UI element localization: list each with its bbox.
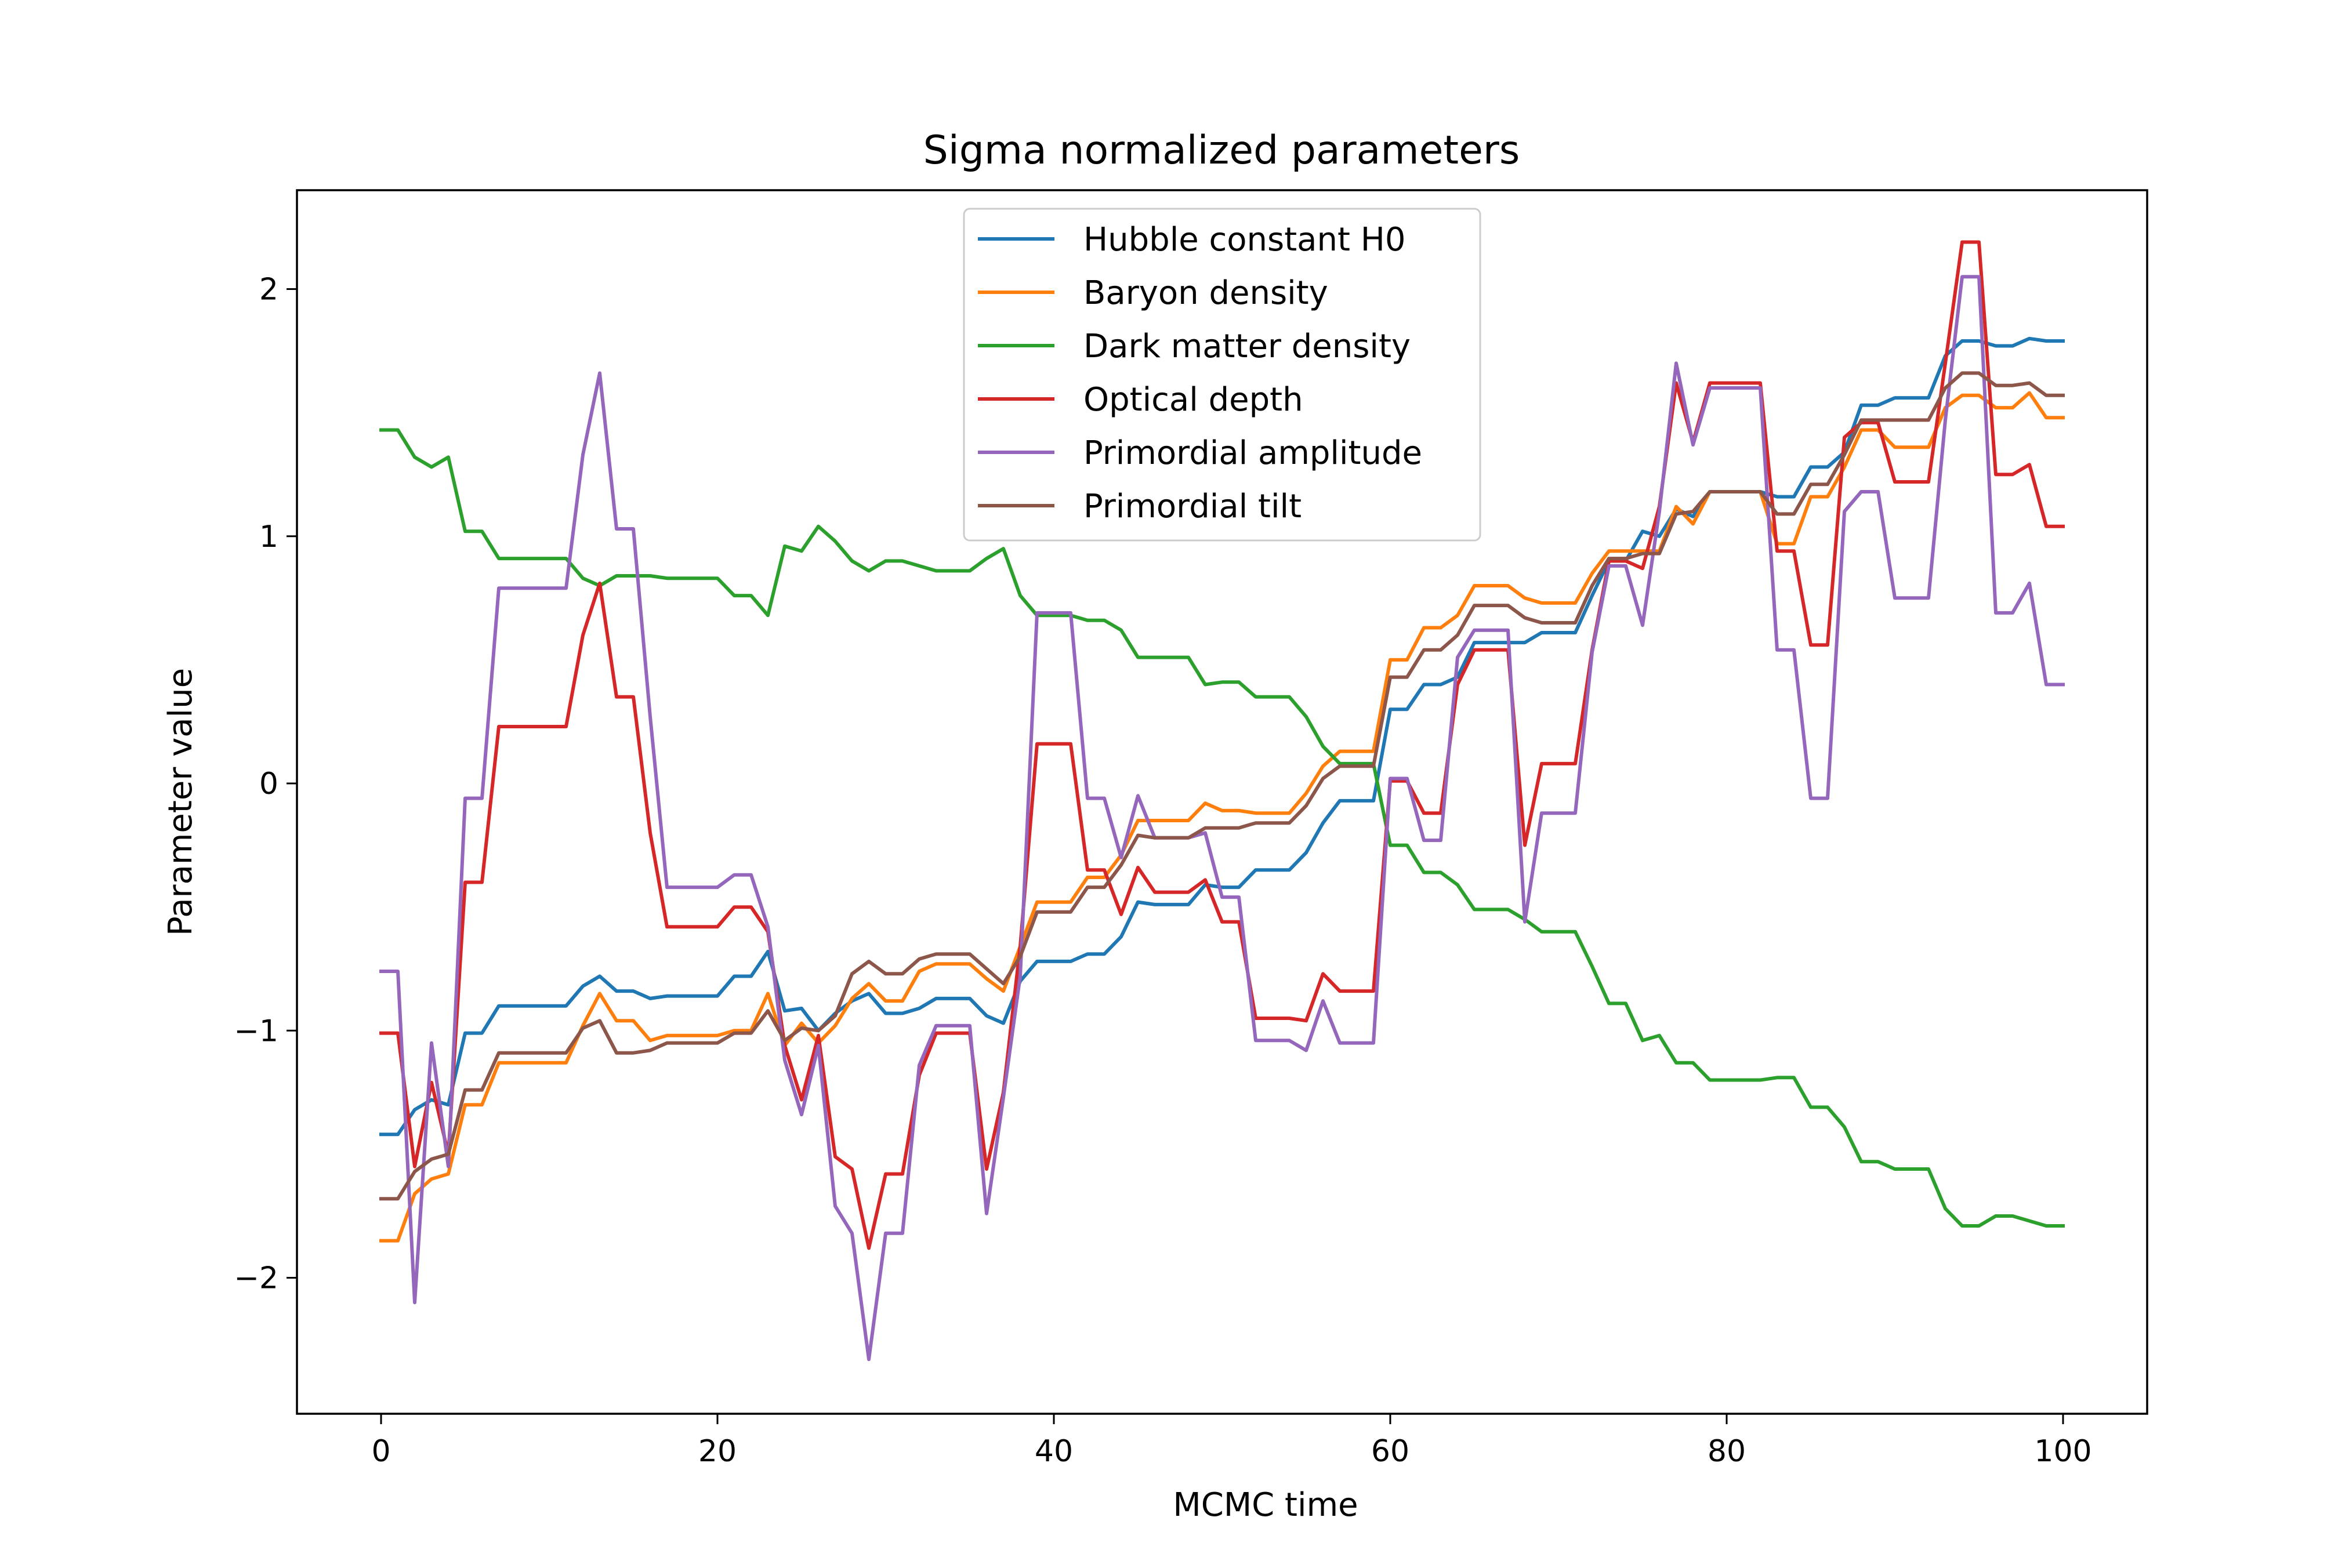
legend-label-dark-matter-density: Dark matter density (1083, 328, 1411, 365)
y-tick-label: 0 (259, 767, 278, 801)
legend-label-primordial-tilt: Primordial tilt (1083, 488, 1302, 525)
series-layer (379, 240, 2065, 1362)
series-line-primordial-tilt (379, 371, 2065, 1201)
series-line-hubble-constant-h0 (379, 336, 2065, 1137)
chart-title: Sigma normalized parameters (923, 128, 1520, 173)
series-line-baryon-density (379, 391, 2065, 1243)
series-line-optical-depth (379, 240, 2065, 1250)
y-tick-label: 1 (259, 520, 278, 554)
y-tick-label: 2 (259, 273, 278, 307)
plot-area-frame (296, 189, 2148, 1415)
legend-label-primordial-amplitude: Primordial amplitude (1083, 434, 1422, 472)
y-axis-label: Parameter value (162, 668, 200, 936)
x-tick-label: 20 (698, 1434, 737, 1469)
y-tick-label: −2 (234, 1261, 278, 1296)
legend: Hubble constant H0 Baryon density Dark mat… (963, 208, 1481, 542)
x-tick-label: 100 (2034, 1434, 2091, 1469)
legend-frame (963, 208, 1481, 542)
x-axis-label: MCMC time (1173, 1486, 1358, 1524)
y-tick-label: −1 (234, 1014, 278, 1048)
x-tick-label: 80 (1708, 1434, 1746, 1469)
series-line-primordial-amplitude (379, 275, 2065, 1362)
legend-label-hubble-constant-h0: Hubble constant H0 (1083, 221, 1406, 259)
y-axis: −2 −1 0 1 2 (234, 273, 297, 1296)
series-line-dark-matter-density (379, 428, 2065, 1228)
marks-layer (379, 240, 2065, 1362)
x-tick-label: 60 (1371, 1434, 1409, 1469)
x-axis: 0 20 40 60 80 100 (371, 1414, 2092, 1469)
x-tick-label: 40 (1035, 1434, 1073, 1469)
legend-label-baryon-density: Baryon density (1083, 274, 1328, 312)
legend-entries: Hubble constant H0 Baryon density Dark mat… (978, 221, 1422, 525)
legend-label-optical-depth: Optical depth (1083, 381, 1303, 419)
x-tick-label: 0 (371, 1434, 390, 1469)
